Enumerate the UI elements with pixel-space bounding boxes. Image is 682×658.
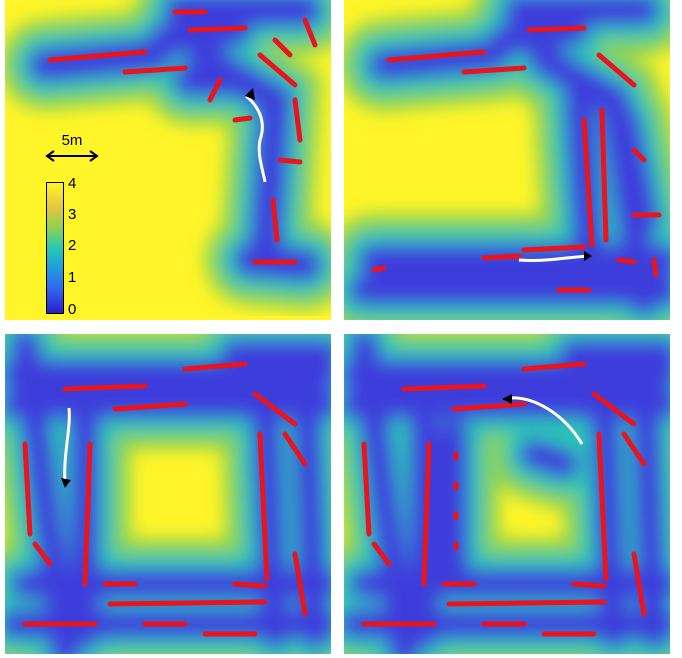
robot-marker-1 <box>245 88 255 100</box>
map-panel-4 <box>344 334 670 654</box>
scale-bar-label: 5m <box>61 132 83 149</box>
scale-bar-arrow <box>45 150 99 162</box>
distance-field-map-4 <box>344 334 670 654</box>
map-panel-1 <box>5 0 331 320</box>
colorbar-tick-1: 1 <box>68 269 77 286</box>
robot-path-3 <box>63 407 71 485</box>
robot-marker-2 <box>584 251 592 261</box>
map-panel-2 <box>344 0 670 320</box>
distance-field-map-1 <box>5 0 331 320</box>
distance-field-map-3 <box>5 334 331 654</box>
obstacles-1 <box>47 9 318 265</box>
robot-marker-4 <box>502 394 512 404</box>
colorbar-tick-4: 4 <box>68 175 77 192</box>
colorbar-ticks: 4 3 2 1 0 <box>68 176 88 321</box>
obstacles-4 <box>361 361 647 637</box>
distance-field-map-2 <box>344 0 670 320</box>
map-panel-3 <box>5 334 331 654</box>
colorbar-tick-3: 3 <box>68 206 77 223</box>
scale-bar: 5m <box>44 132 100 164</box>
colorbar <box>46 182 64 314</box>
robot-path-1 <box>245 94 267 183</box>
robot-path-4 <box>508 396 584 445</box>
colorbar-tick-0: 0 <box>68 301 77 318</box>
robot-path-2 <box>518 254 590 263</box>
robot-marker-3 <box>61 478 71 488</box>
obstacles-2 <box>371 25 662 293</box>
colorbar-tick-2: 2 <box>68 237 77 254</box>
obstacles-3 <box>22 361 308 637</box>
